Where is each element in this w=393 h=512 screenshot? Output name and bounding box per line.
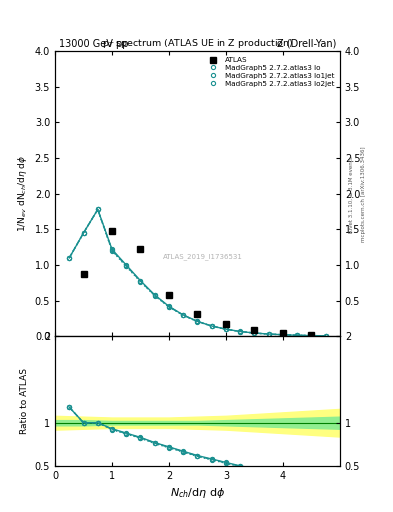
Y-axis label: 1/N$_{ev}$ dN$_{ch}$/d$\eta$ d$\phi$: 1/N$_{ev}$ dN$_{ch}$/d$\eta$ d$\phi$: [16, 155, 29, 232]
MadGraph5 2.7.2.atlas3 lo: [152, 292, 157, 298]
MadGraph5 2.7.2.atlas3 lo1jet: [195, 318, 200, 325]
MadGraph5 2.7.2.atlas3 lo1jet: [167, 304, 171, 310]
Text: 13000 GeV pp: 13000 GeV pp: [59, 38, 129, 49]
MadGraph5 2.7.2.atlas3 lo1jet: [209, 323, 214, 329]
MadGraph5 2.7.2.atlas3 lo: [209, 323, 214, 329]
ATLAS: [281, 330, 285, 336]
Y-axis label: Ratio to ATLAS: Ratio to ATLAS: [20, 368, 29, 434]
Line: MadGraph5 2.7.2.atlas3 lo2jet: MadGraph5 2.7.2.atlas3 lo2jet: [67, 207, 328, 338]
MadGraph5 2.7.2.atlas3 lo2jet: [295, 332, 299, 338]
MadGraph5 2.7.2.atlas3 lo2jet: [281, 332, 285, 338]
MadGraph5 2.7.2.atlas3 lo: [252, 330, 257, 336]
MadGraph5 2.7.2.atlas3 lo: [167, 303, 171, 309]
MadGraph5 2.7.2.atlas3 lo2jet: [67, 255, 72, 261]
MadGraph5 2.7.2.atlas3 lo1jet: [252, 330, 257, 336]
Text: Rivet 3.1.10, ≥ 3.1M events: Rivet 3.1.10, ≥ 3.1M events: [349, 156, 354, 233]
MadGraph5 2.7.2.atlas3 lo: [195, 318, 200, 325]
ATLAS: [167, 292, 171, 298]
ATLAS: [252, 327, 257, 333]
MadGraph5 2.7.2.atlas3 lo: [238, 328, 242, 334]
MadGraph5 2.7.2.atlas3 lo2jet: [124, 263, 129, 269]
MadGraph5 2.7.2.atlas3 lo: [323, 333, 328, 339]
MadGraph5 2.7.2.atlas3 lo2jet: [309, 332, 314, 338]
MadGraph5 2.7.2.atlas3 lo2jet: [138, 279, 143, 285]
MadGraph5 2.7.2.atlas3 lo2jet: [224, 326, 228, 332]
Title: p$_T$ spectrum (ATLAS UE in Z production): p$_T$ spectrum (ATLAS UE in Z production…: [102, 37, 293, 50]
MadGraph5 2.7.2.atlas3 lo1jet: [81, 230, 86, 236]
MadGraph5 2.7.2.atlas3 lo1jet: [95, 206, 100, 212]
MadGraph5 2.7.2.atlas3 lo2jet: [81, 230, 86, 236]
MadGraph5 2.7.2.atlas3 lo1jet: [138, 278, 143, 284]
MadGraph5 2.7.2.atlas3 lo: [281, 332, 285, 338]
ATLAS: [224, 321, 228, 327]
MadGraph5 2.7.2.atlas3 lo1jet: [152, 292, 157, 298]
ATLAS: [138, 246, 143, 252]
MadGraph5 2.7.2.atlas3 lo: [95, 206, 100, 212]
MadGraph5 2.7.2.atlas3 lo: [181, 312, 185, 318]
MadGraph5 2.7.2.atlas3 lo1jet: [181, 312, 185, 318]
MadGraph5 2.7.2.atlas3 lo2jet: [266, 331, 271, 337]
MadGraph5 2.7.2.atlas3 lo2jet: [95, 206, 100, 212]
MadGraph5 2.7.2.atlas3 lo2jet: [195, 318, 200, 325]
Text: ATLAS_2019_I1736531: ATLAS_2019_I1736531: [163, 253, 243, 260]
MadGraph5 2.7.2.atlas3 lo2jet: [238, 329, 242, 335]
MadGraph5 2.7.2.atlas3 lo1jet: [309, 332, 314, 338]
X-axis label: $N_{ch}$/d$\eta$ d$\phi$: $N_{ch}$/d$\eta$ d$\phi$: [170, 486, 225, 500]
MadGraph5 2.7.2.atlas3 lo: [266, 331, 271, 337]
MadGraph5 2.7.2.atlas3 lo2jet: [110, 248, 114, 254]
Text: Z (Drell-Yan): Z (Drell-Yan): [277, 38, 336, 49]
MadGraph5 2.7.2.atlas3 lo1jet: [224, 326, 228, 332]
MadGraph5 2.7.2.atlas3 lo: [138, 278, 143, 284]
MadGraph5 2.7.2.atlas3 lo1jet: [238, 329, 242, 335]
MadGraph5 2.7.2.atlas3 lo2jet: [209, 323, 214, 329]
MadGraph5 2.7.2.atlas3 lo: [67, 255, 72, 261]
MadGraph5 2.7.2.atlas3 lo2jet: [323, 333, 328, 339]
MadGraph5 2.7.2.atlas3 lo2jet: [181, 312, 185, 318]
MadGraph5 2.7.2.atlas3 lo: [81, 230, 86, 236]
MadGraph5 2.7.2.atlas3 lo: [224, 326, 228, 332]
MadGraph5 2.7.2.atlas3 lo2jet: [167, 304, 171, 310]
Line: MadGraph5 2.7.2.atlas3 lo1jet: MadGraph5 2.7.2.atlas3 lo1jet: [67, 207, 328, 338]
MadGraph5 2.7.2.atlas3 lo: [124, 262, 129, 268]
ATLAS: [81, 270, 86, 276]
Line: MadGraph5 2.7.2.atlas3 lo: MadGraph5 2.7.2.atlas3 lo: [67, 207, 328, 338]
MadGraph5 2.7.2.atlas3 lo: [295, 332, 299, 338]
MadGraph5 2.7.2.atlas3 lo: [110, 246, 114, 252]
Line: ATLAS: ATLAS: [81, 228, 314, 338]
MadGraph5 2.7.2.atlas3 lo1jet: [266, 331, 271, 337]
MadGraph5 2.7.2.atlas3 lo1jet: [124, 263, 129, 269]
Text: mcplots.cern.ch [arXiv:1306.3436]: mcplots.cern.ch [arXiv:1306.3436]: [361, 147, 366, 242]
ATLAS: [309, 332, 314, 338]
MadGraph5 2.7.2.atlas3 lo1jet: [295, 332, 299, 338]
MadGraph5 2.7.2.atlas3 lo2jet: [252, 330, 257, 336]
ATLAS: [110, 228, 114, 234]
MadGraph5 2.7.2.atlas3 lo1jet: [281, 332, 285, 338]
MadGraph5 2.7.2.atlas3 lo1jet: [323, 333, 328, 339]
MadGraph5 2.7.2.atlas3 lo: [309, 332, 314, 338]
MadGraph5 2.7.2.atlas3 lo2jet: [152, 293, 157, 299]
MadGraph5 2.7.2.atlas3 lo1jet: [110, 247, 114, 253]
Legend: ATLAS, MadGraph5 2.7.2.atlas3 lo, MadGraph5 2.7.2.atlas3 lo1jet, MadGraph5 2.7.2: ATLAS, MadGraph5 2.7.2.atlas3 lo, MadGra…: [202, 55, 336, 89]
MadGraph5 2.7.2.atlas3 lo1jet: [67, 255, 72, 261]
ATLAS: [195, 310, 200, 316]
